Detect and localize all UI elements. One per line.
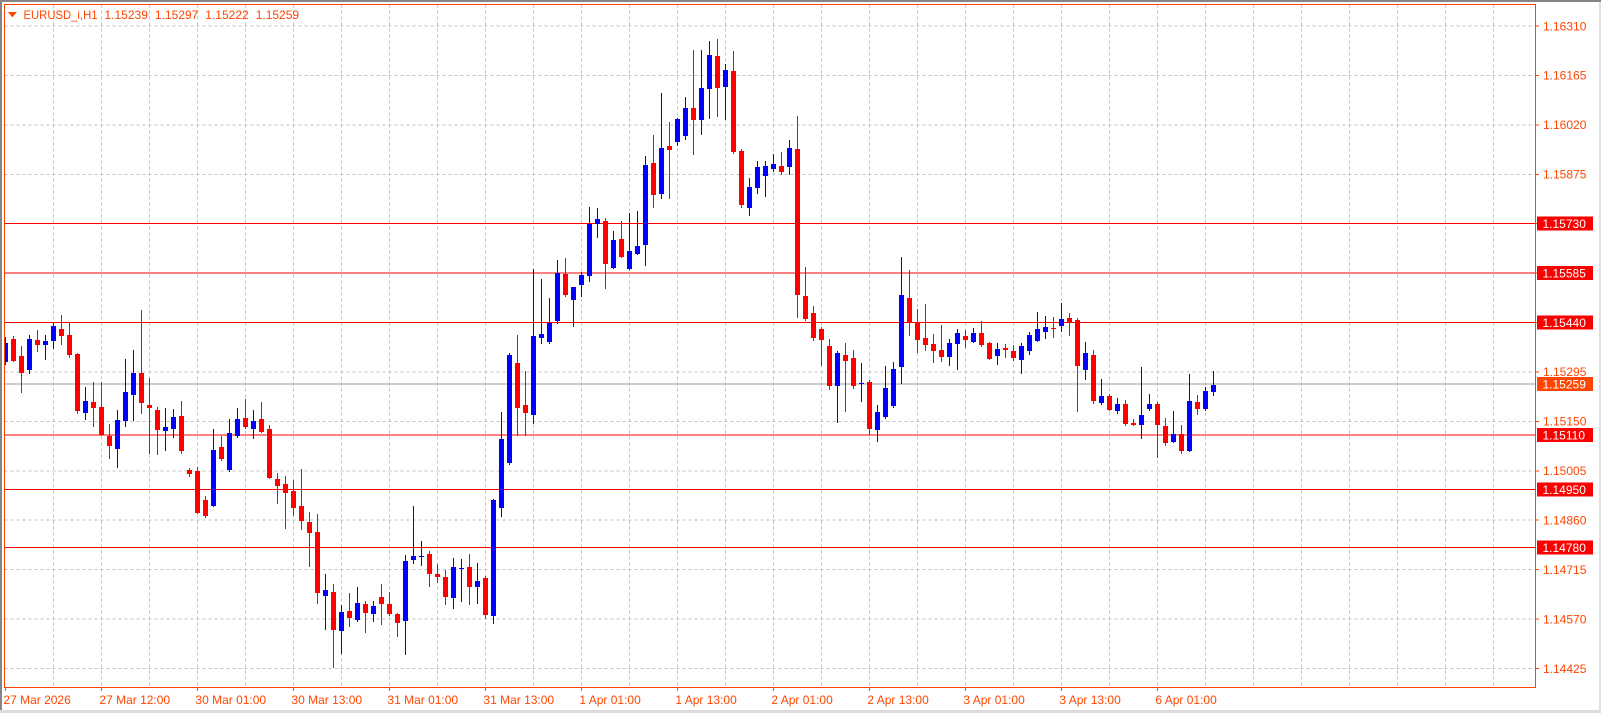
svg-text:1.15222: 1.15222 <box>205 8 249 22</box>
svg-text:31 Mar 13:00: 31 Mar 13:00 <box>483 693 554 707</box>
svg-text:1.15259: 1.15259 <box>256 8 300 22</box>
svg-text:6 Apr 01:00: 6 Apr 01:00 <box>1155 693 1217 707</box>
svg-text:1.14425: 1.14425 <box>1543 662 1587 676</box>
svg-text:1.15295: 1.15295 <box>1543 365 1587 379</box>
svg-text:1.16165: 1.16165 <box>1543 69 1587 83</box>
svg-text:1.15585: 1.15585 <box>1543 266 1587 280</box>
svg-text:30 Mar 13:00: 30 Mar 13:00 <box>291 693 362 707</box>
svg-text:1.15150: 1.15150 <box>1543 415 1587 429</box>
svg-text:1.15005: 1.15005 <box>1543 464 1587 478</box>
svg-text:EURUSD_i,H1: EURUSD_i,H1 <box>24 8 98 22</box>
svg-text:1 Apr 01:00: 1 Apr 01:00 <box>579 693 641 707</box>
svg-text:1.14950: 1.14950 <box>1543 483 1587 497</box>
svg-text:27 Mar 2026: 27 Mar 2026 <box>3 693 71 707</box>
svg-text:1 Apr 13:00: 1 Apr 13:00 <box>675 693 737 707</box>
svg-text:1.16310: 1.16310 <box>1543 19 1587 33</box>
svg-text:1.15259: 1.15259 <box>1543 378 1587 392</box>
svg-text:1.15730: 1.15730 <box>1543 217 1587 231</box>
svg-text:1.14780: 1.14780 <box>1543 541 1587 555</box>
svg-text:1.15440: 1.15440 <box>1543 316 1587 330</box>
svg-text:31 Mar 01:00: 31 Mar 01:00 <box>387 693 458 707</box>
svg-text:1.14570: 1.14570 <box>1543 612 1587 626</box>
svg-text:1.14715: 1.14715 <box>1543 563 1587 577</box>
svg-text:27 Mar 12:00: 27 Mar 12:00 <box>99 693 170 707</box>
svg-text:3 Apr 01:00: 3 Apr 01:00 <box>963 693 1025 707</box>
svg-text:1.15297: 1.15297 <box>155 8 199 22</box>
svg-text:1.14860: 1.14860 <box>1543 514 1587 528</box>
svg-text:1.15239: 1.15239 <box>105 8 149 22</box>
svg-text:1.15875: 1.15875 <box>1543 168 1587 182</box>
svg-text:1.16020: 1.16020 <box>1543 118 1587 132</box>
svg-text:2 Apr 13:00: 2 Apr 13:00 <box>867 693 929 707</box>
svg-text:1.15110: 1.15110 <box>1543 428 1586 442</box>
svg-text:2 Apr 01:00: 2 Apr 01:00 <box>771 693 833 707</box>
svg-text:30 Mar 01:00: 30 Mar 01:00 <box>195 693 266 707</box>
svg-text:3 Apr 13:00: 3 Apr 13:00 <box>1059 693 1121 707</box>
